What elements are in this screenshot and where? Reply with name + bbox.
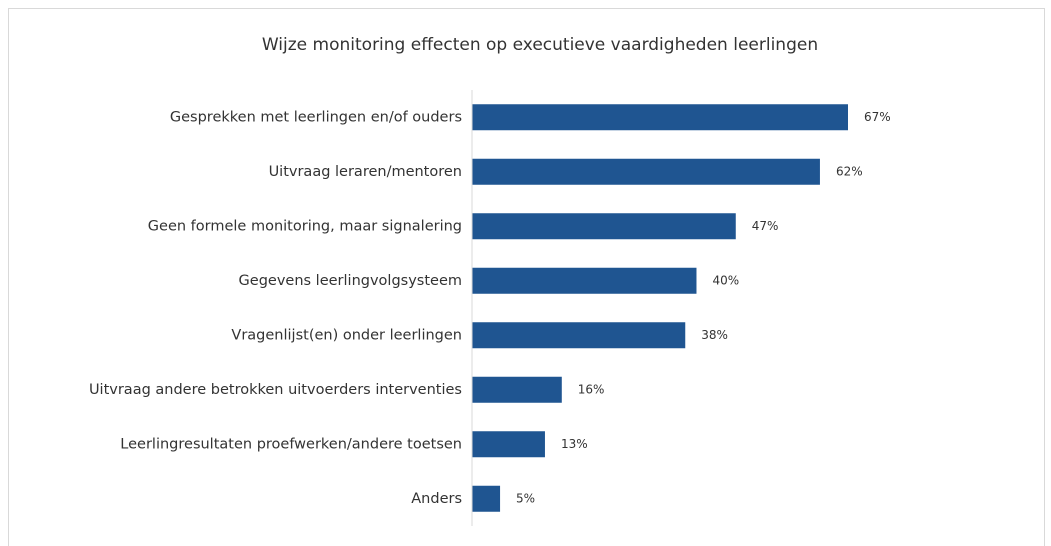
category-label: Uitvraag andere betrokken uitvoerders in… [89,382,462,398]
category-label: Gesprekken met leerlingen en/of ouders [170,109,462,125]
category-label: Uitvraag leraren/mentoren [269,164,462,180]
data-label: 16% [578,382,605,396]
category-label: Anders [411,491,462,507]
chart-title: Wijze monitoring effecten op executieve … [262,35,818,55]
bar [472,431,545,458]
bar [472,158,820,185]
bar [472,213,736,240]
category-label: Geen formele monitoring, maar signalerin… [148,218,462,234]
bar [472,267,697,294]
bar [472,104,848,131]
data-label: 40% [712,273,739,287]
category-label: Vragenlijst(en) onder leerlingen [231,327,462,343]
data-label: 5% [516,491,535,505]
chart-border [8,8,1045,546]
data-label: 38% [701,328,728,342]
bar [472,322,686,349]
data-label: 13% [561,437,588,451]
data-label: 47% [752,219,779,233]
bar [472,376,562,403]
data-label: 67% [864,110,891,124]
data-label: 62% [836,164,863,178]
category-label: Leerlingresultaten proefwerken/andere to… [120,436,462,452]
bar [472,485,501,512]
category-label: Gegevens leerlingvolgsysteem [239,273,462,289]
